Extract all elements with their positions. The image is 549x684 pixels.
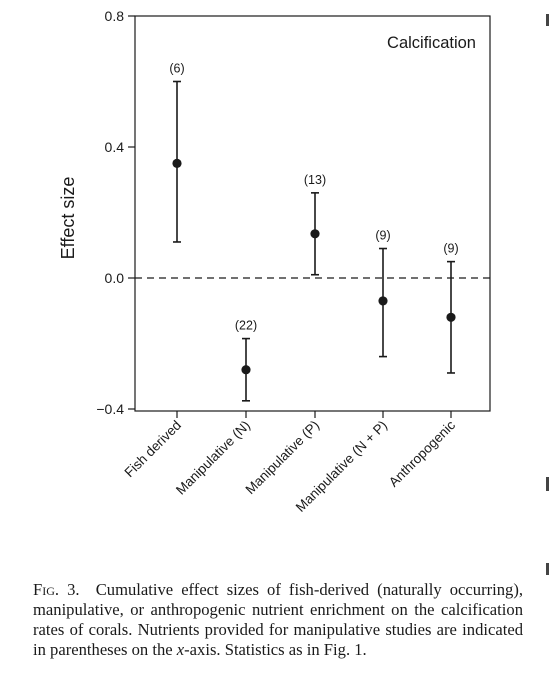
y-tick-label: 0.4 bbox=[105, 139, 125, 155]
page-edge-mark bbox=[546, 14, 549, 26]
sample-size-label: (6) bbox=[169, 62, 184, 76]
mean-point bbox=[378, 296, 388, 306]
mean-point bbox=[172, 158, 182, 168]
caption-axis-word: x bbox=[176, 640, 185, 660]
x-tick-label: Anthropogenic bbox=[386, 417, 458, 489]
caption-figure-label: Fig. 3. bbox=[33, 579, 80, 599]
caption-text: Cumulative effect sizes of fish-derived … bbox=[33, 579, 523, 660]
x-tick-label: Manipulative (N) bbox=[173, 418, 253, 498]
sample-size-label: (22) bbox=[235, 319, 257, 333]
sample-size-label: (9) bbox=[375, 229, 390, 243]
mean-point bbox=[446, 312, 456, 322]
sample-size-label: (13) bbox=[304, 173, 326, 187]
x-tick-label: Manipulative (P) bbox=[243, 418, 323, 498]
figure: 0.8 0.4 0.0 −0.4 (6) (22) (13) (9) (9) Fish der… bbox=[58, 8, 491, 515]
figure-caption: Fig. 3. Cumulative effect sizes of fish-… bbox=[33, 580, 523, 661]
page-edge-mark bbox=[546, 477, 549, 491]
page-edge-mark bbox=[546, 563, 549, 575]
sample-size-label: (9) bbox=[443, 242, 458, 256]
chart: 0.8 0.4 0.0 −0.4 (6) (22) (13) (9) (9) Fish der… bbox=[58, 8, 491, 515]
y-axis-title: Effect size bbox=[58, 177, 78, 260]
mean-point bbox=[310, 229, 320, 239]
y-tick-label: 0.0 bbox=[105, 270, 125, 286]
mean-point bbox=[241, 365, 251, 375]
y-tick-label: −0.4 bbox=[96, 401, 124, 417]
caption-text-end: -axis. Statistics as in Fig. 1. bbox=[184, 640, 367, 660]
data-marks: (6) (22) (13) (9) (9) bbox=[169, 62, 459, 402]
plot-frame bbox=[134, 15, 491, 412]
panel-label: Calcification bbox=[387, 34, 476, 52]
y-axis: 0.8 0.4 0.0 −0.4 bbox=[96, 8, 135, 417]
x-tick-label: Fish derived bbox=[122, 418, 185, 481]
y-tick-label: 0.8 bbox=[105, 8, 125, 24]
